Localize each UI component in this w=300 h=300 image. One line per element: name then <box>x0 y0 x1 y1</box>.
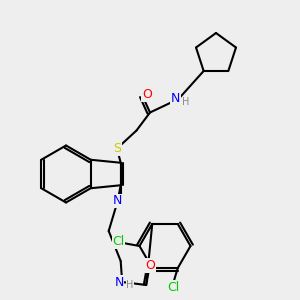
Text: O: O <box>142 88 152 101</box>
Text: N: N <box>171 92 180 106</box>
Text: H: H <box>182 97 190 107</box>
Text: S: S <box>113 142 121 155</box>
Text: N: N <box>113 194 122 208</box>
Text: Cl: Cl <box>112 235 124 248</box>
Text: O: O <box>146 259 156 272</box>
Text: Cl: Cl <box>167 281 179 294</box>
Text: N: N <box>115 275 124 289</box>
Text: H: H <box>126 280 134 290</box>
